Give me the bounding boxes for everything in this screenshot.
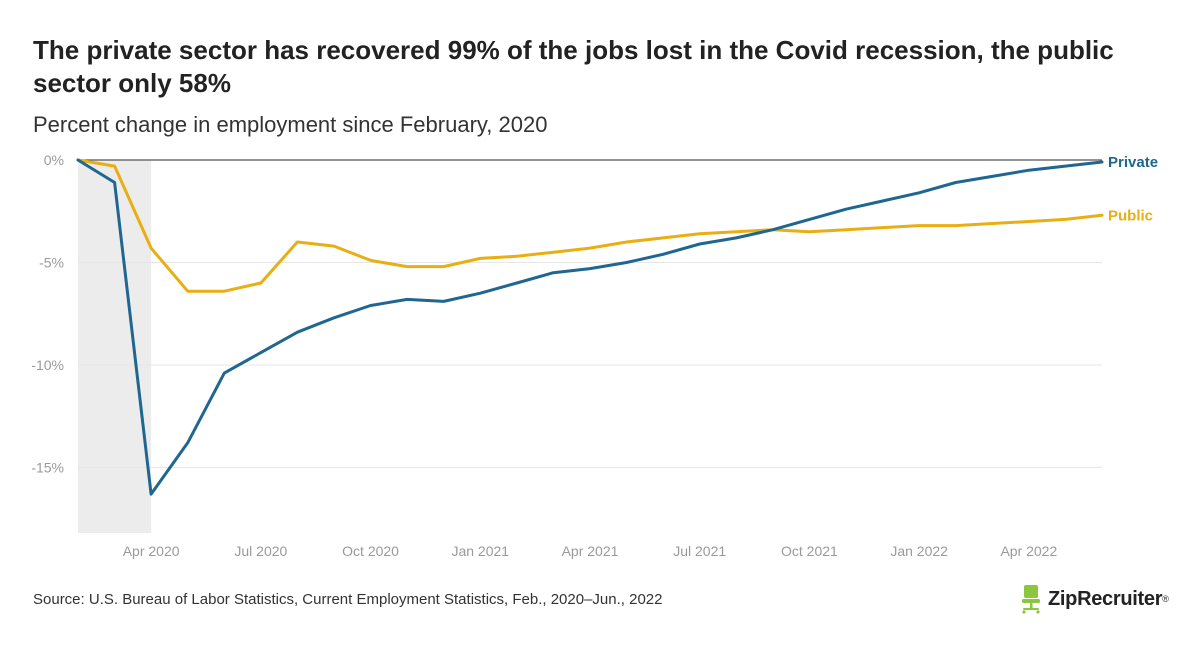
- y-tick-label: -15%: [31, 459, 64, 475]
- logo-wordmark: ZipRecruiter: [1048, 587, 1163, 610]
- x-tick-label: Jul 2020: [234, 543, 287, 559]
- x-tick-label: Apr 2020: [123, 543, 180, 559]
- y-tick-label: -10%: [31, 357, 64, 373]
- ziprecruiter-logo: ZipRecruiter ®: [1020, 583, 1169, 615]
- chart-subtitle: Percent change in employment since Febru…: [33, 112, 548, 137]
- registered-mark: ®: [1162, 594, 1169, 604]
- series-label-public: Public: [1108, 207, 1153, 224]
- recession-shading: [78, 160, 152, 533]
- source-note: Source: U.S. Bureau of Labor Statistics,…: [33, 591, 663, 608]
- x-tick-label: Jan 2021: [451, 543, 509, 559]
- x-tick-label: Oct 2021: [781, 543, 838, 559]
- y-tick-label: -5%: [39, 254, 64, 270]
- chart-title: The private sector has recovered 99% of …: [33, 35, 1114, 98]
- x-tick-label: Apr 2021: [562, 543, 619, 559]
- x-tick-label: Oct 2020: [342, 543, 399, 559]
- x-tick-label: Jul 2021: [673, 543, 726, 559]
- y-tick-label: 0%: [44, 152, 64, 168]
- series-line-public: [76, 158, 1104, 293]
- x-tick-label: Jan 2022: [890, 543, 948, 559]
- chair-icon: [1022, 585, 1040, 614]
- x-tick-label: Apr 2022: [1000, 543, 1057, 559]
- series-label-private: Private: [1108, 154, 1158, 171]
- series-line-private: [76, 158, 1104, 496]
